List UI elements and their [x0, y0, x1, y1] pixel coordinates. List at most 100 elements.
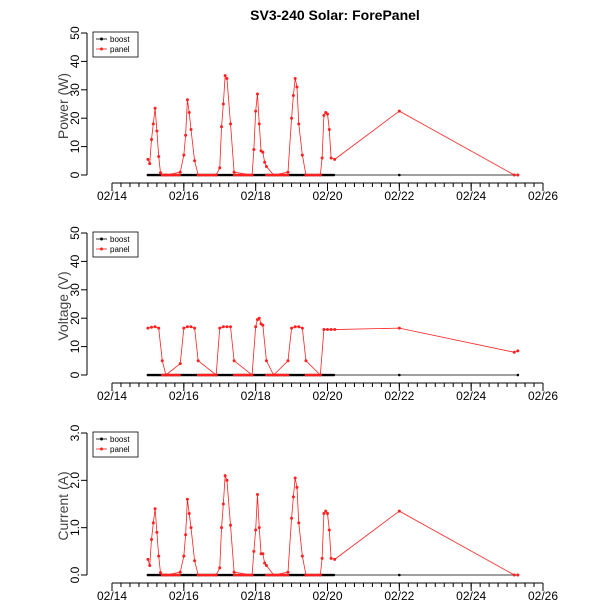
- data-point-boost: [332, 373, 336, 377]
- data-point-panel: [286, 173, 290, 177]
- data-point-panel: [153, 106, 157, 110]
- data-point-panel: [286, 359, 290, 363]
- data-point-panel: [223, 74, 227, 78]
- data-point-panel: [291, 495, 295, 499]
- data-point-panel: [397, 109, 401, 113]
- data-point-panel: [264, 564, 268, 568]
- data-point-panel: [178, 362, 182, 366]
- data-point-panel: [155, 530, 159, 534]
- y-tick-label: 0: [68, 171, 82, 178]
- x-tick-label: 02/24: [456, 189, 486, 203]
- y-tick-label: 10: [68, 140, 82, 154]
- data-point-panel: [300, 326, 304, 330]
- data-point-panel: [214, 373, 217, 377]
- data-point-panel: [333, 157, 337, 161]
- data-point-panel: [250, 573, 253, 577]
- x-tick-label: 02/16: [169, 389, 199, 403]
- data-point-panel: [286, 373, 290, 377]
- y-tick-label: 20: [68, 111, 82, 125]
- x-tick-label: 02/20: [312, 389, 342, 403]
- data-point-panel: [182, 153, 186, 157]
- data-point-panel: [225, 478, 229, 482]
- data-point-panel: [327, 128, 331, 132]
- x-tick-label: 02/18: [241, 589, 271, 600]
- x-tick-label: 02/26: [528, 189, 558, 203]
- data-point-panel: [257, 526, 261, 530]
- data-point-panel: [295, 485, 299, 489]
- legend-label-panel: panel: [110, 445, 130, 454]
- data-point-panel: [221, 325, 225, 329]
- legend-marker-boost: [100, 37, 103, 41]
- data-point-panel: [300, 554, 304, 558]
- data-point-panel: [185, 325, 189, 329]
- data-point-panel: [218, 566, 222, 570]
- data-point-panel: [232, 359, 236, 363]
- data-point-panel: [516, 573, 520, 577]
- x-tick-label: 02/24: [456, 389, 486, 403]
- data-point-panel: [158, 571, 162, 575]
- data-point-panel: [320, 556, 324, 560]
- y-tick-label: 0.0: [68, 566, 82, 583]
- data-point-panel: [223, 474, 227, 478]
- data-point-boost: [332, 173, 336, 177]
- data-point-panel: [225, 325, 229, 329]
- data-point-panel: [322, 328, 326, 332]
- data-point-panel: [254, 109, 258, 113]
- data-point-panel: [264, 359, 268, 363]
- data-point-panel: [293, 325, 297, 329]
- data-point-panel: [324, 509, 328, 513]
- data-point-panel: [178, 570, 182, 574]
- data-point-panel: [178, 373, 181, 377]
- data-point-panel: [286, 570, 290, 574]
- data-point-panel: [184, 533, 188, 537]
- data-point-panel: [193, 326, 197, 330]
- y-axis-label: Power (W): [55, 73, 71, 139]
- voltage-panel: 0 10 20 30 40 50 Voltage (V) 02/14 02/16 02/18 02/…: [55, 226, 558, 403]
- data-point-panel: [255, 92, 259, 96]
- y-tick-label: 30: [68, 83, 82, 97]
- data-point-panel: [158, 171, 162, 175]
- data-point-panel: [155, 129, 159, 133]
- data-point-panel: [333, 328, 337, 332]
- data-point-panel: [221, 102, 225, 106]
- data-point-panel: [182, 326, 186, 330]
- data-point-panel: [320, 156, 324, 160]
- data-point-panel: [293, 476, 297, 480]
- data-point-panel: [250, 373, 253, 377]
- data-point-panel: [178, 573, 181, 577]
- data-point-panel: [150, 538, 154, 541]
- data-point-boost: [398, 373, 401, 377]
- x-tick-label: 02/24: [456, 589, 486, 600]
- data-point-panel: [319, 573, 322, 577]
- data-point-panel: [293, 76, 297, 80]
- x-tick-label: 02/14: [97, 389, 127, 403]
- data-point-panel: [516, 349, 520, 353]
- power-panel: 0 10 20 30 40 50 Power (W) 02/14 02/16 02/18 02/20…: [55, 26, 558, 203]
- data-point-panel: [512, 173, 516, 177]
- data-point-panel: [297, 325, 301, 329]
- data-point-panel: [290, 516, 294, 520]
- data-point-panel: [261, 552, 265, 556]
- figure-title: SV3-240 Solar: ForePanel: [250, 7, 420, 23]
- series-line-panel: [147, 317, 519, 376]
- data-point-panel: [148, 564, 152, 568]
- y-tick-label: 40: [68, 54, 82, 68]
- y-tick-label: 30: [68, 283, 82, 297]
- data-point-panel: [286, 573, 290, 577]
- data-point-panel: [229, 122, 233, 126]
- data-point-panel: [178, 173, 181, 177]
- data-point-panel: [214, 573, 217, 577]
- data-point-panel: [254, 528, 258, 532]
- data-point-panel: [150, 138, 154, 141]
- data-point-panel: [146, 157, 150, 161]
- data-point-panel: [252, 147, 256, 151]
- y-axis-label: Current (A): [55, 471, 71, 540]
- data-point-panel: [261, 150, 265, 154]
- y-tick-label: 1.0: [68, 519, 82, 536]
- data-point-panel: [146, 326, 150, 330]
- data-point-panel: [232, 170, 236, 174]
- data-point-panel: [214, 173, 217, 177]
- data-point-panel: [189, 128, 193, 132]
- x-tick-label: 02/26: [528, 589, 558, 600]
- data-point-panel: [250, 173, 253, 177]
